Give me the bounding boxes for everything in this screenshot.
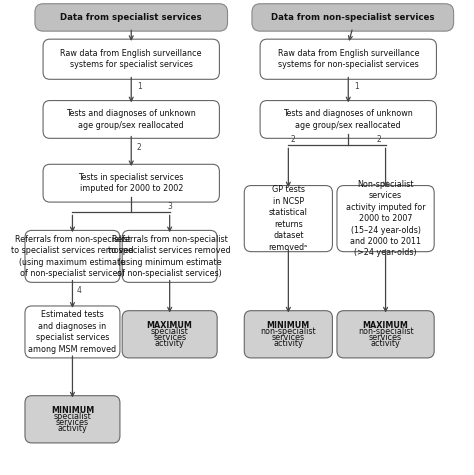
Text: specialist: specialist	[151, 327, 189, 336]
Text: Data from specialist services: Data from specialist services	[60, 13, 202, 22]
Text: services: services	[272, 333, 305, 342]
Text: MAXIMUM: MAXIMUM	[363, 321, 409, 330]
Text: MAXIMUM: MAXIMUM	[147, 321, 192, 330]
Text: Tests and diagnoses of unknown
age group/sex reallocated: Tests and diagnoses of unknown age group…	[66, 109, 196, 130]
Text: activity: activity	[371, 339, 401, 348]
Text: 1: 1	[137, 82, 142, 91]
Text: GP tests
in NCSP
statistical
returns
dataset
removedᵃ: GP tests in NCSP statistical returns dat…	[269, 185, 308, 252]
Text: Estimated tests
and diagnoses in
specialist services
among MSM removed: Estimated tests and diagnoses in special…	[28, 310, 117, 353]
Text: 2: 2	[137, 143, 141, 152]
Text: activity: activity	[57, 424, 87, 433]
Text: 2: 2	[376, 135, 381, 144]
FancyBboxPatch shape	[43, 101, 219, 138]
Text: 3: 3	[167, 202, 172, 211]
FancyBboxPatch shape	[25, 306, 120, 358]
FancyBboxPatch shape	[337, 186, 434, 252]
FancyBboxPatch shape	[25, 396, 120, 443]
Text: Referrals from non-specialist
to specialist services removed
(using minimum esti: Referrals from non-specialist to special…	[109, 235, 231, 278]
FancyBboxPatch shape	[244, 311, 332, 358]
FancyBboxPatch shape	[244, 186, 332, 252]
Text: activity: activity	[155, 339, 184, 348]
FancyBboxPatch shape	[25, 230, 120, 282]
Text: MINIMUM: MINIMUM	[267, 321, 310, 330]
Text: Non-specialist
services
activity imputed for
2000 to 2007
(15–24 year-olds)
and : Non-specialist services activity imputed…	[346, 180, 425, 257]
Text: 4: 4	[77, 286, 82, 295]
FancyBboxPatch shape	[260, 101, 437, 138]
Text: MINIMUM: MINIMUM	[51, 406, 94, 415]
FancyBboxPatch shape	[35, 4, 228, 31]
Text: non-specialist: non-specialist	[358, 327, 413, 336]
Text: Raw data from English surveillance
systems for non-specialist services: Raw data from English surveillance syste…	[277, 49, 419, 69]
Text: services: services	[56, 418, 89, 427]
Text: services: services	[153, 333, 186, 342]
FancyBboxPatch shape	[260, 39, 437, 79]
Text: Tests in specialist services
imputed for 2000 to 2002: Tests in specialist services imputed for…	[79, 173, 184, 193]
Text: specialist: specialist	[54, 412, 91, 421]
FancyBboxPatch shape	[337, 311, 434, 358]
FancyBboxPatch shape	[43, 39, 219, 79]
Text: 2: 2	[290, 135, 295, 144]
Text: non-specialist: non-specialist	[261, 327, 316, 336]
FancyBboxPatch shape	[252, 4, 454, 31]
Text: Referrals from non-specialist
to specialist services removed
(using maximum esti: Referrals from non-specialist to special…	[11, 235, 134, 278]
Text: Raw data from English surveillance
systems for specialist services: Raw data from English surveillance syste…	[61, 49, 202, 69]
Text: Tests and diagnoses of unknown
age group/sex reallocated: Tests and diagnoses of unknown age group…	[283, 109, 413, 130]
Text: activity: activity	[273, 339, 303, 348]
Text: services: services	[369, 333, 402, 342]
Text: 1: 1	[354, 82, 359, 91]
FancyBboxPatch shape	[43, 164, 219, 202]
FancyBboxPatch shape	[122, 230, 217, 282]
FancyBboxPatch shape	[122, 311, 217, 358]
Text: Data from non-specialist services: Data from non-specialist services	[271, 13, 435, 22]
